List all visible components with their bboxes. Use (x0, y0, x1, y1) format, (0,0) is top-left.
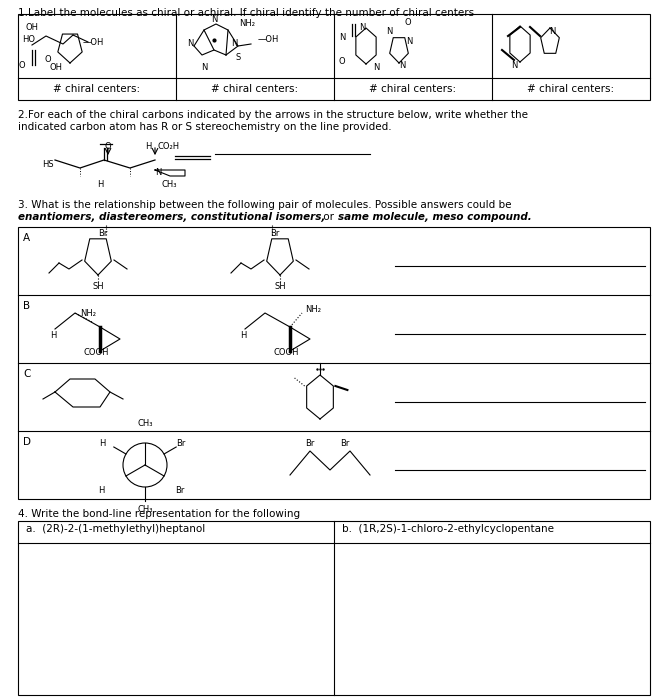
Text: enantiomers, diastereomers, constitutional isomers,: enantiomers, diastereomers, constitution… (18, 212, 325, 222)
Text: CH₃: CH₃ (137, 505, 153, 514)
Text: SH: SH (274, 282, 286, 291)
Text: NH₂: NH₂ (305, 305, 321, 314)
Text: O: O (339, 57, 345, 66)
Text: # chiral centers:: # chiral centers: (211, 84, 299, 94)
Text: N: N (406, 38, 412, 46)
Text: 2.For each of the chiral carbons indicated by the arrows in the structure below,: 2.For each of the chiral carbons indicat… (18, 110, 528, 120)
Text: —OH: —OH (258, 36, 280, 45)
Text: Br: Br (305, 439, 315, 448)
Text: N: N (187, 39, 193, 48)
Text: 4. Write the bond-line representation for the following: 4. Write the bond-line representation fo… (18, 509, 300, 519)
Text: CO₂H: CO₂H (158, 142, 180, 151)
Text: N: N (339, 34, 345, 43)
Text: COOH: COOH (274, 348, 299, 357)
Text: HO: HO (22, 35, 35, 44)
Text: COOH: COOH (83, 348, 109, 357)
Text: a.  (2R)-2-(1-methylethyl)heptanol: a. (2R)-2-(1-methylethyl)heptanol (26, 524, 205, 534)
Text: N: N (511, 60, 517, 69)
Text: indicated carbon atom has R or S stereochemistry on the line provided.: indicated carbon atom has R or S stereoc… (18, 122, 392, 132)
Text: H: H (240, 331, 246, 340)
Text: H: H (98, 486, 105, 495)
Text: or: or (320, 212, 337, 222)
Text: A: A (23, 233, 30, 243)
Text: # chiral centers:: # chiral centers: (527, 84, 615, 94)
Text: C: C (23, 369, 31, 379)
Text: O: O (404, 18, 411, 27)
Text: N: N (373, 62, 379, 71)
Text: # chiral centers:: # chiral centers: (53, 84, 141, 94)
Text: S: S (235, 53, 240, 62)
Text: HS: HS (42, 160, 54, 169)
Text: N: N (386, 27, 392, 36)
Text: OH: OH (50, 64, 62, 73)
Text: O: O (105, 142, 112, 151)
Text: NH₂: NH₂ (80, 309, 96, 318)
Text: Br: Br (341, 439, 350, 448)
Text: O: O (44, 55, 51, 64)
Bar (18, 14, 650, 100)
Text: 1.Label the molecules as chiral or achiral. If chiral identify the number of chi: 1.Label the molecules as chiral or achir… (18, 8, 474, 18)
Text: N: N (359, 24, 365, 32)
Text: Br: Br (98, 229, 108, 238)
Text: 3. What is the relationship between the following pair of molecules. Possible an: 3. What is the relationship between the … (18, 200, 511, 210)
Text: Br: Br (177, 439, 186, 448)
Text: Br: Br (270, 229, 280, 238)
Text: N: N (201, 64, 207, 73)
Text: N: N (549, 27, 555, 36)
Text: Br: Br (175, 486, 184, 495)
Bar (18, 521, 650, 695)
Text: CH₃: CH₃ (137, 419, 153, 428)
Text: NH₂: NH₂ (239, 19, 255, 28)
Text: H: H (97, 180, 103, 189)
Text: SH: SH (92, 282, 104, 291)
Text: CH₃: CH₃ (162, 180, 177, 189)
Text: b.  (1R,2S)-1-chloro-2-ethylcyclopentane: b. (1R,2S)-1-chloro-2-ethylcyclopentane (342, 524, 554, 534)
Text: D: D (23, 437, 31, 447)
Text: —OH: —OH (83, 38, 104, 47)
Text: OH: OH (26, 23, 39, 32)
Bar (18, 227, 650, 499)
Text: N: N (155, 168, 161, 177)
Text: N: N (231, 39, 237, 48)
Text: # chiral centers:: # chiral centers: (369, 84, 457, 94)
Text: N: N (399, 60, 405, 69)
Text: H: H (50, 331, 56, 340)
Text: O: O (19, 60, 25, 69)
Text: same molecule, meso compound.: same molecule, meso compound. (338, 212, 532, 222)
Text: B: B (23, 301, 30, 311)
Text: N: N (210, 15, 217, 24)
Text: H: H (145, 142, 151, 151)
Text: H: H (99, 439, 105, 448)
